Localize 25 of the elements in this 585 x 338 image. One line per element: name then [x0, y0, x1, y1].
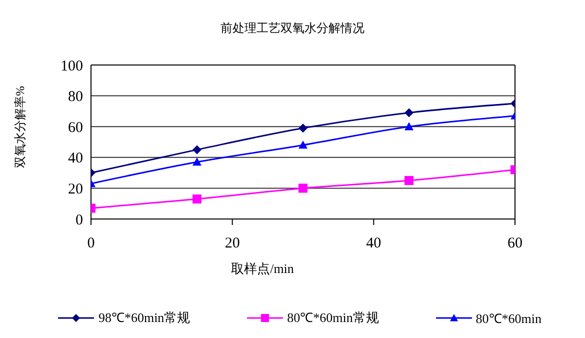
x-tick-label: 0 — [87, 236, 95, 252]
legend-label: 80℃*60min — [476, 310, 542, 326]
y-tick-label: 80 — [68, 89, 83, 106]
point — [298, 184, 308, 193]
chart-title: 前处理工艺双氧水分解情况 — [220, 20, 366, 37]
x-tick-label: 20 — [224, 236, 240, 252]
legend-label: 98℃*60min常规 — [98, 309, 190, 327]
x-axis-title: 取样点/min — [230, 260, 295, 278]
point — [404, 176, 414, 185]
point — [192, 194, 202, 204]
point — [404, 122, 414, 130]
point — [192, 158, 202, 166]
x-tick-label: 40 — [366, 236, 382, 252]
y-tick-label: 0 — [76, 212, 83, 228]
point — [192, 145, 202, 154]
y-tick-label: 100 — [60, 58, 83, 74]
y-axis-title: 双氧水分解率% — [13, 86, 27, 168]
y-tick-label: 60 — [68, 120, 83, 136]
point — [298, 140, 308, 149]
legend-label: 80℃*60min常规 — [287, 309, 379, 327]
y-tick-label: 20 — [68, 182, 83, 198]
point — [298, 124, 308, 133]
x-tick-label: 60 — [508, 236, 522, 252]
y-tick-label: 40 — [68, 150, 83, 167]
point — [404, 108, 414, 118]
